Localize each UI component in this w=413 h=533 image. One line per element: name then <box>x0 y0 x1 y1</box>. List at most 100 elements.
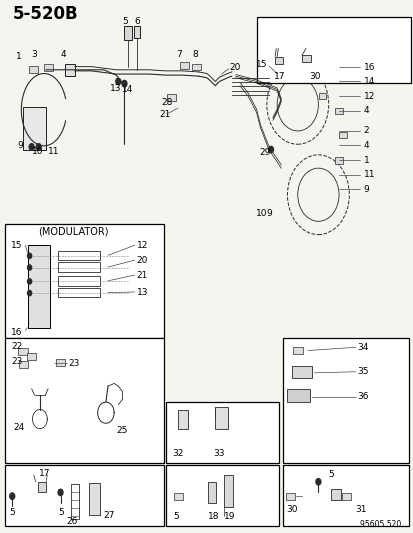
Bar <box>165 402 278 463</box>
Text: 21: 21 <box>137 271 148 279</box>
Text: 95605 520: 95605 520 <box>359 520 400 529</box>
Circle shape <box>29 144 34 150</box>
Bar <box>330 489 340 500</box>
Bar <box>180 62 188 69</box>
Circle shape <box>27 279 31 284</box>
Text: 1: 1 <box>17 52 22 61</box>
Text: 11: 11 <box>363 170 375 179</box>
Text: 2: 2 <box>363 126 368 135</box>
Text: 6: 6 <box>135 18 140 27</box>
Text: 33: 33 <box>213 449 224 458</box>
Bar <box>58 262 100 272</box>
Bar <box>133 26 140 38</box>
Bar <box>286 492 294 499</box>
Text: 7: 7 <box>176 51 181 59</box>
Bar <box>58 251 100 260</box>
Bar <box>256 17 410 83</box>
Bar <box>58 288 100 297</box>
Bar <box>29 67 38 73</box>
Bar <box>19 348 28 356</box>
Bar <box>173 492 182 499</box>
Text: 36: 36 <box>357 392 368 401</box>
Text: 20: 20 <box>229 63 240 71</box>
Text: 11: 11 <box>48 147 59 156</box>
Text: 26: 26 <box>66 517 77 526</box>
Text: 34: 34 <box>357 343 368 352</box>
Text: 16: 16 <box>363 63 375 71</box>
Bar <box>124 26 132 39</box>
Text: 35: 35 <box>357 367 368 376</box>
Bar <box>165 465 278 526</box>
Bar <box>318 93 326 100</box>
Text: 30: 30 <box>309 71 320 80</box>
Text: 18: 18 <box>207 512 219 521</box>
Bar <box>64 64 75 76</box>
Text: 4: 4 <box>363 141 368 150</box>
Bar <box>44 64 52 70</box>
Bar <box>27 353 36 360</box>
Bar <box>5 224 163 338</box>
Bar <box>89 483 100 515</box>
Bar <box>341 492 350 499</box>
Text: 23: 23 <box>11 357 22 366</box>
Bar <box>208 482 216 503</box>
Bar <box>301 55 310 62</box>
Text: 28: 28 <box>161 98 173 107</box>
Bar <box>334 108 342 114</box>
Bar <box>5 465 163 526</box>
Text: 14: 14 <box>363 77 374 86</box>
Bar <box>27 245 50 328</box>
Text: 29: 29 <box>259 148 270 157</box>
Text: 23: 23 <box>69 359 80 368</box>
Bar <box>178 410 188 429</box>
Bar <box>292 346 302 354</box>
Bar <box>38 482 46 492</box>
Text: 5: 5 <box>327 471 333 479</box>
Circle shape <box>36 144 41 150</box>
Circle shape <box>27 290 31 296</box>
Text: 13: 13 <box>110 84 121 93</box>
Circle shape <box>268 147 273 153</box>
Text: 5-520B: 5-520B <box>13 5 78 23</box>
Text: 13: 13 <box>137 287 148 296</box>
Bar <box>334 157 343 164</box>
Bar <box>282 338 408 463</box>
Text: 22: 22 <box>11 342 22 351</box>
Bar <box>192 64 200 70</box>
Text: 17: 17 <box>273 71 285 80</box>
Text: 5: 5 <box>173 512 178 521</box>
Bar <box>215 407 227 429</box>
Text: 12: 12 <box>137 241 148 250</box>
Bar <box>167 94 176 101</box>
Bar <box>338 132 346 138</box>
Bar <box>5 338 163 463</box>
Text: 4: 4 <box>363 106 368 115</box>
Text: 4: 4 <box>60 51 66 59</box>
Text: 30: 30 <box>285 505 297 514</box>
Text: 8: 8 <box>192 51 198 59</box>
Text: 9: 9 <box>363 185 369 194</box>
Bar <box>282 465 408 526</box>
Text: 5: 5 <box>9 507 14 516</box>
Text: 20: 20 <box>137 256 148 264</box>
Text: 12: 12 <box>363 92 374 101</box>
Text: 15: 15 <box>11 241 22 250</box>
Bar <box>287 389 309 402</box>
Text: 9: 9 <box>17 141 23 150</box>
Text: 1: 1 <box>363 156 369 165</box>
Text: 5: 5 <box>58 507 64 516</box>
Text: 31: 31 <box>355 505 366 514</box>
Text: 14: 14 <box>122 85 133 94</box>
Text: 10: 10 <box>31 147 43 156</box>
Circle shape <box>315 479 320 485</box>
Bar <box>23 107 46 150</box>
Text: 16: 16 <box>11 328 22 337</box>
Text: 25: 25 <box>116 426 127 435</box>
Bar <box>291 367 311 378</box>
Text: 9: 9 <box>266 209 272 218</box>
Text: (MODULATOR): (MODULATOR) <box>38 227 108 237</box>
Bar <box>58 276 100 286</box>
Text: 19: 19 <box>223 512 235 521</box>
Circle shape <box>27 253 31 259</box>
Text: 17: 17 <box>38 470 50 478</box>
